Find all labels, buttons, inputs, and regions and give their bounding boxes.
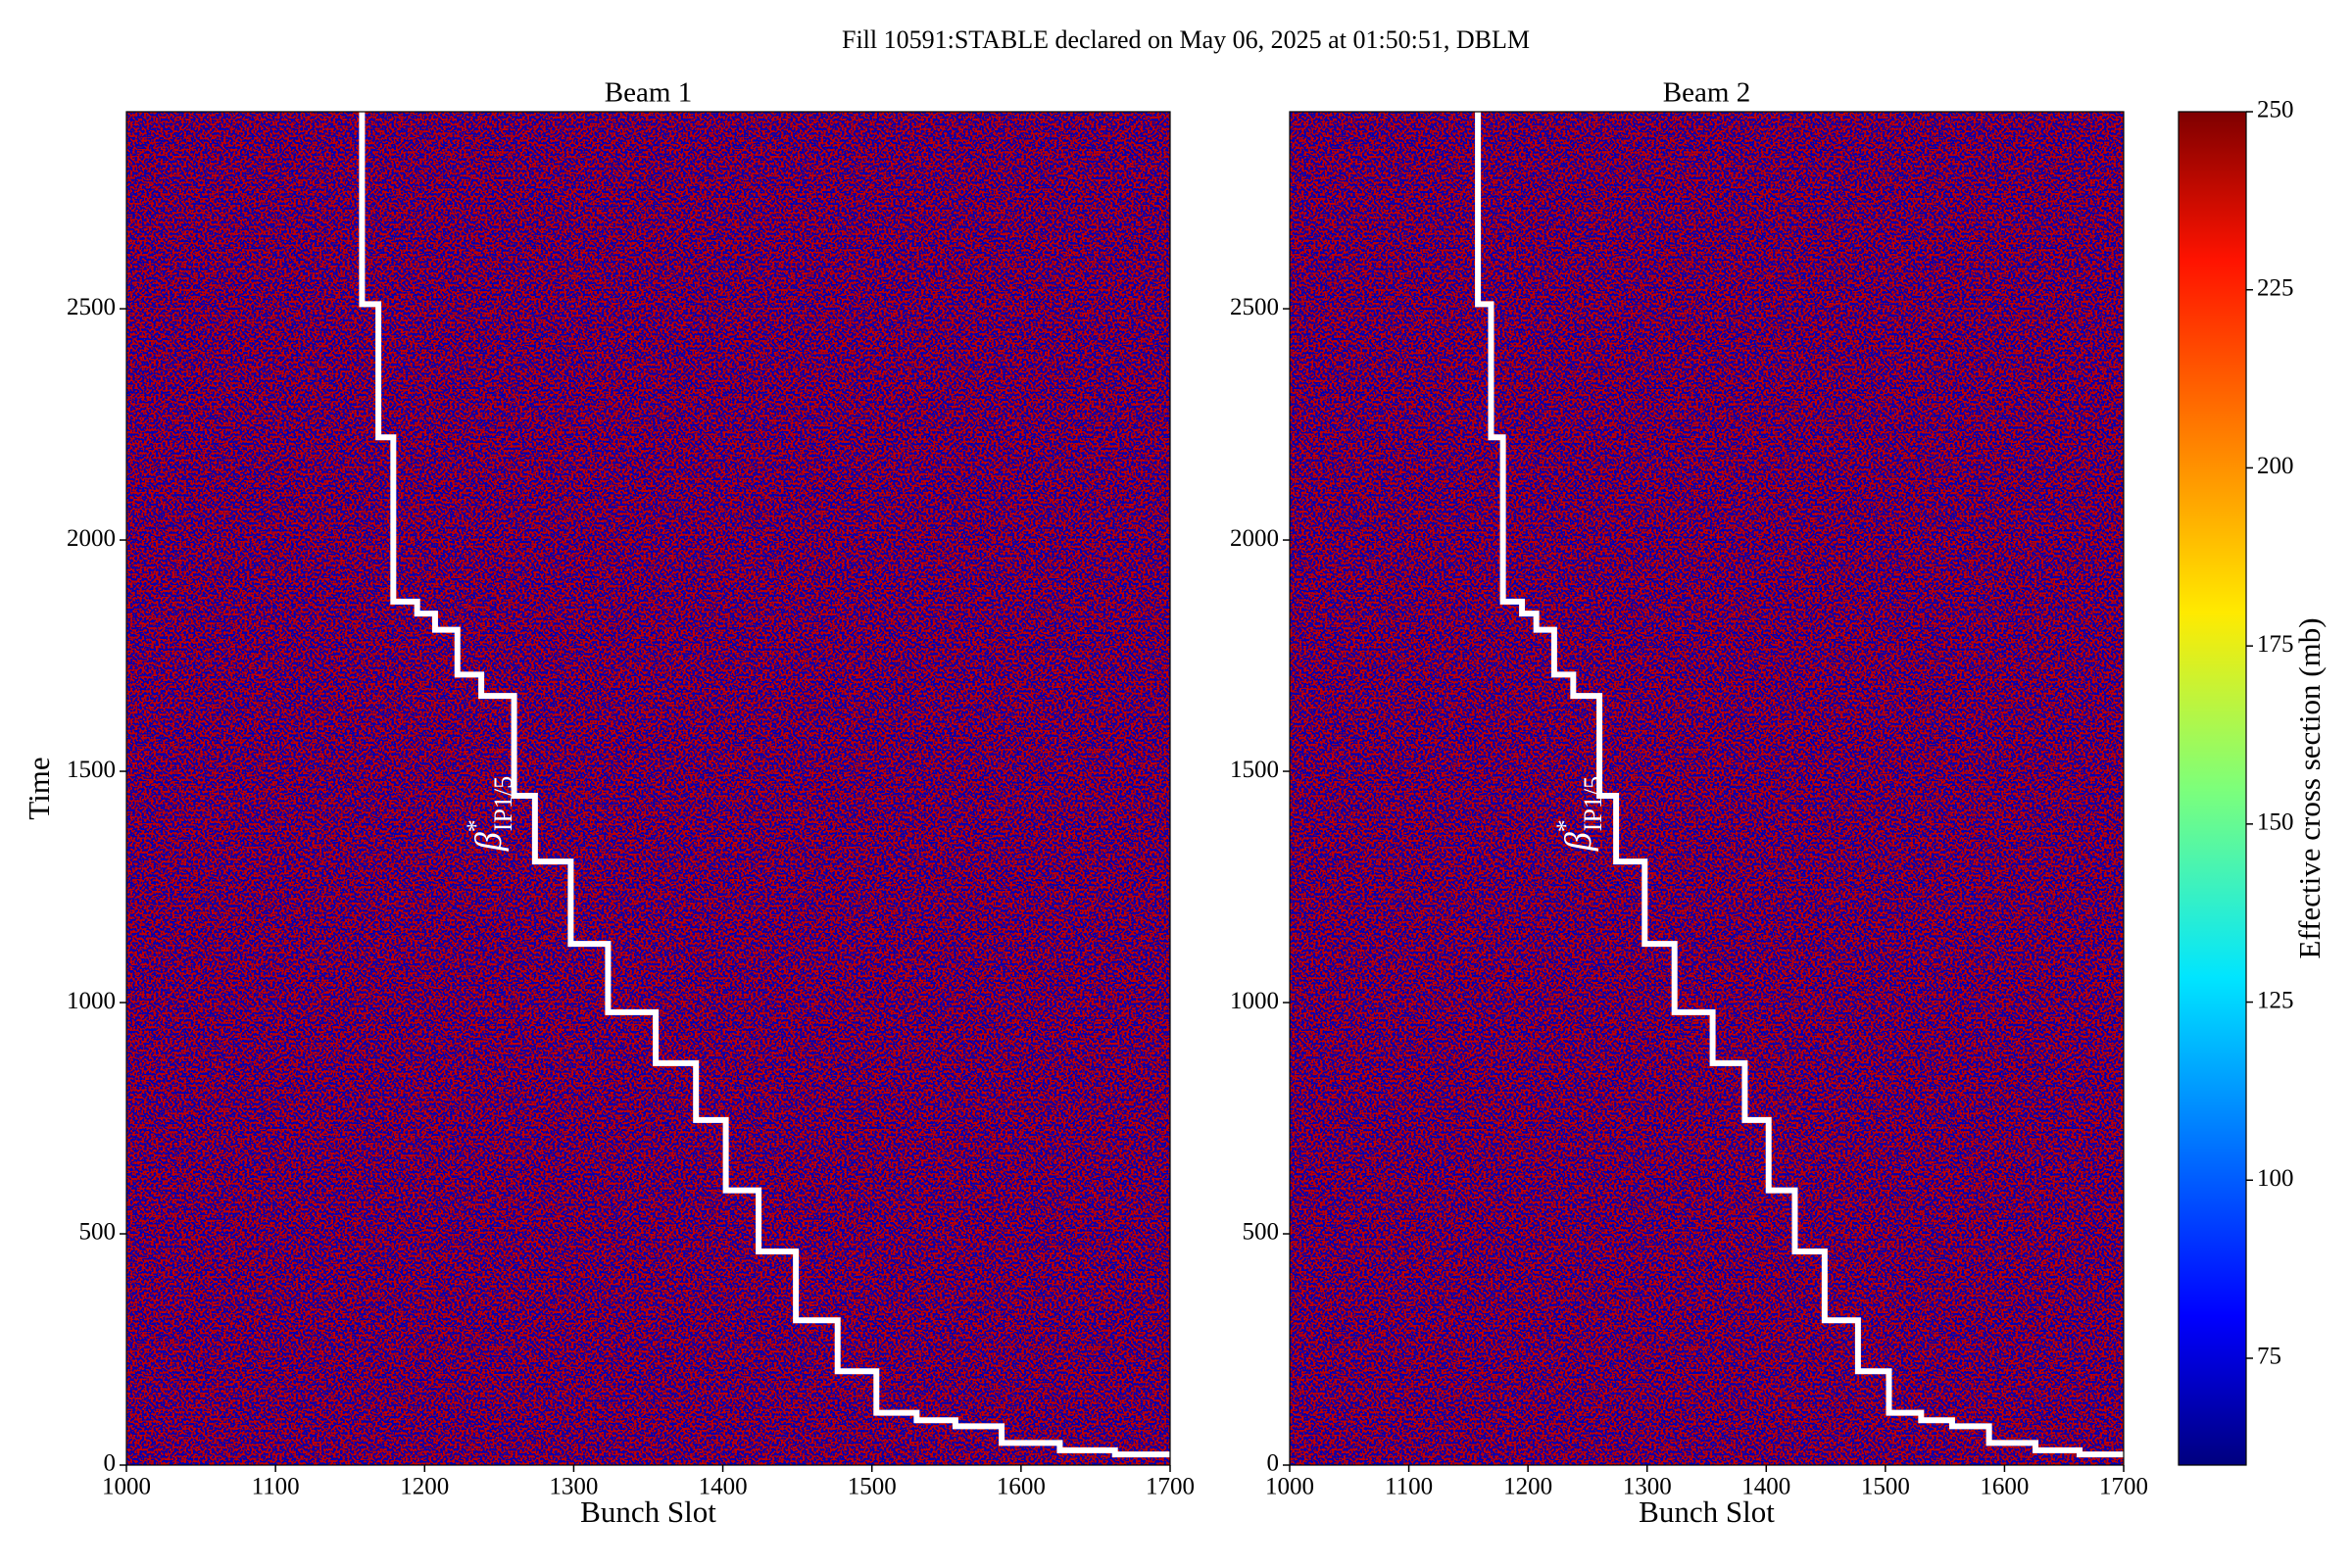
annotation-sup: * <box>1551 819 1580 832</box>
x-tick-label: 1500 <box>848 1474 897 1500</box>
annotation-sub: IP1/5 <box>489 776 517 831</box>
y-tick-label: 2500 <box>67 294 116 320</box>
y-tick-label: 0 <box>1267 1450 1280 1477</box>
y-tick-label: 1000 <box>67 988 116 1014</box>
x-tick-label: 1000 <box>1265 1474 1314 1500</box>
colorbar-tick-label: 150 <box>2257 809 2294 836</box>
x-tick-label: 1300 <box>1623 1474 1672 1500</box>
x-tick-label: 1700 <box>1146 1474 1195 1500</box>
axes-frame <box>125 111 1171 1466</box>
colorbar-tick-label: 250 <box>2257 97 2294 123</box>
x-tick-label: 1700 <box>2099 1474 2148 1500</box>
heatmap-field <box>1290 112 2124 1465</box>
x-tick-label: 1100 <box>1385 1474 1433 1500</box>
y-tick-label: 2500 <box>1230 294 1279 320</box>
x-tick-label: 1500 <box>1861 1474 1910 1500</box>
colorbar-tick-label: 225 <box>2257 274 2294 301</box>
x-tick-label: 1600 <box>997 1474 1046 1500</box>
x-tick-label: 1000 <box>102 1474 151 1500</box>
y-tick-label: 2000 <box>67 525 116 552</box>
colorbar-tick-label: 100 <box>2257 1165 2294 1192</box>
y-tick-label: 0 <box>104 1450 117 1477</box>
x-tick-label: 1200 <box>400 1474 449 1500</box>
colorbar-tick-label: 175 <box>2257 631 2294 658</box>
annotation-sub: IP1/5 <box>1579 776 1607 831</box>
colorbar-tick-label: 75 <box>2257 1344 2281 1370</box>
colorbar-label: Effective cross section (mb) <box>2292 617 2327 958</box>
colorbar-tick-label: 125 <box>2257 987 2294 1013</box>
x-tick-label: 1200 <box>1503 1474 1552 1500</box>
x-tick-label: 1600 <box>1980 1474 2029 1500</box>
x-axis-label: Bunch Slot <box>580 1494 716 1529</box>
colorbar <box>2178 111 2247 1466</box>
panel-title: Beam 1 <box>605 77 692 109</box>
x-axis-label: Bunch Slot <box>1639 1494 1775 1529</box>
x-tick-label: 1400 <box>699 1474 748 1500</box>
heatmap-field <box>126 112 1170 1465</box>
step-line <box>1475 112 2124 1458</box>
annotation-symbol: β <box>467 832 509 852</box>
x-tick-label: 1400 <box>1741 1474 1790 1500</box>
annotation-sup: * <box>462 819 490 832</box>
y-tick-label: 1500 <box>67 757 116 783</box>
annotation: β*IP1/5 <box>1551 776 1607 852</box>
y-tick-label: 500 <box>79 1219 117 1246</box>
x-tick-label: 1300 <box>549 1474 598 1500</box>
annotation-symbol: β <box>1558 832 1599 852</box>
x-tick-label: 1100 <box>252 1474 300 1500</box>
colorbar-tick-label: 200 <box>2257 453 2294 479</box>
y-tick-label: 1000 <box>1230 988 1279 1014</box>
y-tick-label: 500 <box>1243 1219 1280 1246</box>
y-axis-label: Time <box>22 757 56 819</box>
y-tick-label: 1500 <box>1230 757 1279 783</box>
chart-title: Fill 10591:STABLE declared on May 06, 20… <box>842 25 1530 54</box>
panel-title: Beam 2 <box>1663 77 1750 109</box>
step-line <box>359 112 1170 1458</box>
annotation: β*IP1/5 <box>462 776 517 852</box>
axes-frame <box>1289 111 2125 1466</box>
y-tick-label: 2000 <box>1230 525 1279 552</box>
